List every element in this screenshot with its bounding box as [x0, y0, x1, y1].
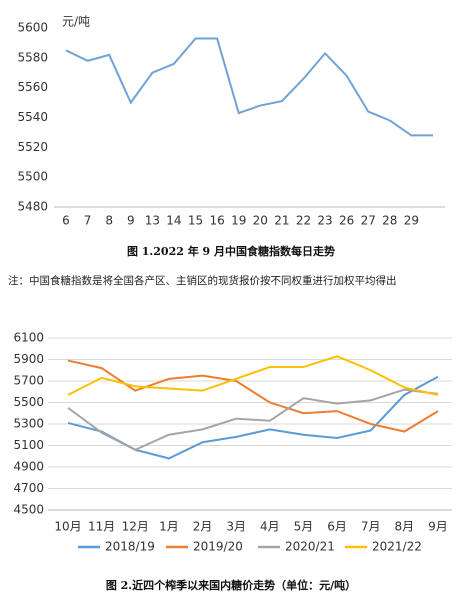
chart-title: 图 2.近四个榨季以来国内糖价走势（单位：元/吨）: [106, 578, 356, 592]
legend-label: 2020/21: [285, 540, 335, 554]
x-tick-label: 19: [231, 214, 246, 228]
y-tick-label: 5100: [13, 438, 44, 452]
y-tick-label: 4900: [13, 460, 44, 474]
x-tick-label: 13: [145, 214, 160, 228]
y-tick-label: 5500: [13, 395, 44, 409]
x-tick-label: 16: [209, 214, 224, 228]
x-tick-label: 15: [188, 214, 203, 228]
x-tick-label: 8月: [395, 520, 415, 534]
x-tick-label: 28: [382, 214, 397, 228]
x-tick-label: 6: [62, 214, 70, 228]
legend-label: 2018/19: [105, 540, 155, 554]
y-tick-label: 5900: [13, 352, 44, 366]
y-tick-label: 4500: [13, 503, 44, 517]
legend-label: 2021/22: [372, 540, 422, 554]
series-line: [67, 355, 439, 396]
series-line: [65, 37, 433, 137]
y-tick-label: 5480: [17, 200, 48, 214]
legend-label: 2019/20: [193, 540, 243, 554]
x-tick-label: 12月: [122, 520, 149, 534]
y-tick-label: 5700: [13, 374, 44, 388]
x-tick-label: 11月: [88, 520, 115, 534]
y-axis-label: 元/吨: [62, 15, 90, 29]
x-tick-label: 20: [253, 214, 268, 228]
y-tick-label: 5500: [17, 170, 48, 184]
y-tick-label: 5580: [17, 50, 48, 64]
x-tick-label: 7月: [361, 520, 381, 534]
y-tick-label: 5520: [17, 140, 48, 154]
x-tick-label: 9月: [428, 520, 448, 534]
x-tick-label: 6月: [327, 520, 347, 534]
x-tick-label: 3月: [226, 520, 246, 534]
x-tick-label: 21: [274, 214, 289, 228]
x-tick-label: 1月: [159, 520, 179, 534]
x-tick-label: 22: [296, 214, 311, 228]
x-tick-label: 5月: [294, 520, 314, 534]
y-tick-label: 5600: [17, 21, 48, 35]
x-tick-label: 23: [317, 214, 332, 228]
series-line: [67, 359, 439, 433]
y-tick-label: 4700: [13, 481, 44, 495]
x-tick-label: 8: [105, 214, 113, 228]
x-tick-label: 9: [127, 214, 135, 228]
series-line: [67, 375, 439, 460]
x-tick-label: 7: [84, 214, 92, 228]
y-tick-label: 5540: [17, 110, 48, 124]
chart-title: 图 1.2022 年 9 月中国食糖指数每日走势: [127, 244, 335, 258]
y-tick-label: 5300: [13, 417, 44, 431]
note: 注：中国食糖指数是将全国各产区、主销区的现货报价按不同权重进行加权平均得出: [8, 274, 397, 287]
x-tick-label: 10月: [54, 520, 81, 534]
y-tick-label: 6100: [13, 331, 44, 345]
x-tick-label: 29: [404, 214, 419, 228]
x-tick-label: 27: [361, 214, 376, 228]
y-tick-label: 5560: [17, 80, 48, 94]
x-tick-label: 4月: [260, 520, 280, 534]
series-line: [67, 388, 439, 451]
x-tick-label: 26: [339, 214, 354, 228]
x-tick-label: 14: [166, 214, 181, 228]
x-tick-label: 2月: [193, 520, 213, 534]
